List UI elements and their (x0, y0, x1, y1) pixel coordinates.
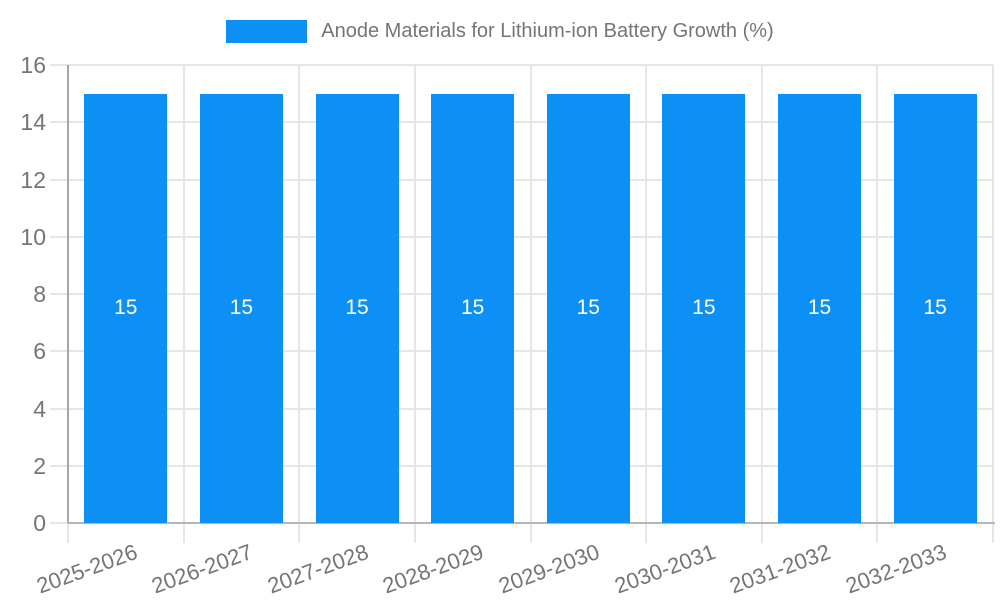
bar (546, 93, 630, 523)
x-tick-label: 2032-2033 (842, 539, 950, 599)
h-gridline (50, 64, 993, 66)
y-tick-label: 6 (33, 338, 46, 365)
v-gridline (298, 65, 301, 543)
x-axis-line (68, 522, 995, 524)
y-tick-label: 12 (20, 166, 46, 193)
bar (893, 93, 977, 523)
v-gridline (992, 65, 994, 543)
legend-label: Anode Materials for Lithium-ion Battery … (321, 20, 774, 42)
bar (315, 93, 399, 523)
bar-value-label: 15 (923, 296, 947, 320)
bar (199, 93, 283, 523)
h-gridline (50, 178, 993, 181)
v-gridline (413, 65, 416, 543)
x-tick-label: 2031-2032 (726, 539, 835, 599)
y-tick-label: 14 (20, 109, 46, 136)
h-gridline (50, 235, 993, 238)
bar-value-label: 15 (807, 296, 832, 320)
bar (431, 93, 515, 523)
y-tick (50, 522, 68, 524)
bar-value-label: 15 (345, 296, 369, 320)
y-tick-label: 10 (20, 223, 46, 250)
x-tick-label: 2030-2031 (611, 539, 719, 599)
legend-swatch (226, 19, 308, 43)
bar (84, 93, 168, 523)
bar (778, 93, 862, 523)
bar-value-label: 15 (461, 296, 485, 320)
bar (662, 93, 746, 523)
x-tick-label: 2025-2026 (32, 539, 141, 599)
y-tick-label: 0 (33, 510, 46, 536)
h-gridline (50, 464, 993, 467)
h-gridline (50, 407, 993, 410)
bar-value-label: 15 (229, 296, 254, 320)
x-tick-label: 2027-2028 (264, 539, 372, 599)
bar-value-label: 15 (692, 296, 716, 320)
h-gridline (50, 350, 993, 353)
y-axis-line (67, 65, 69, 523)
bar-value-label: 15 (114, 296, 138, 320)
y-tick-label: 16 (20, 52, 46, 78)
h-gridline (50, 121, 993, 124)
v-gridline (182, 65, 185, 543)
x-tick-label: 2026-2027 (148, 539, 256, 599)
v-gridline (529, 65, 532, 543)
x-tick-label: 2029-2030 (495, 539, 603, 599)
x-tick-label: 2028-2029 (379, 539, 488, 599)
v-gridline (876, 65, 879, 543)
y-tick-label: 2 (33, 452, 46, 479)
v-gridline (760, 65, 763, 543)
x-tick (67, 523, 69, 543)
y-tick-label: 4 (33, 395, 46, 422)
y-tick-label: 8 (33, 281, 46, 307)
v-gridline (645, 65, 648, 543)
bar-value-label: 15 (576, 296, 600, 320)
chart-legend[interactable]: Anode Materials for Lithium-ion Battery … (0, 16, 1000, 46)
h-gridline (50, 293, 993, 295)
